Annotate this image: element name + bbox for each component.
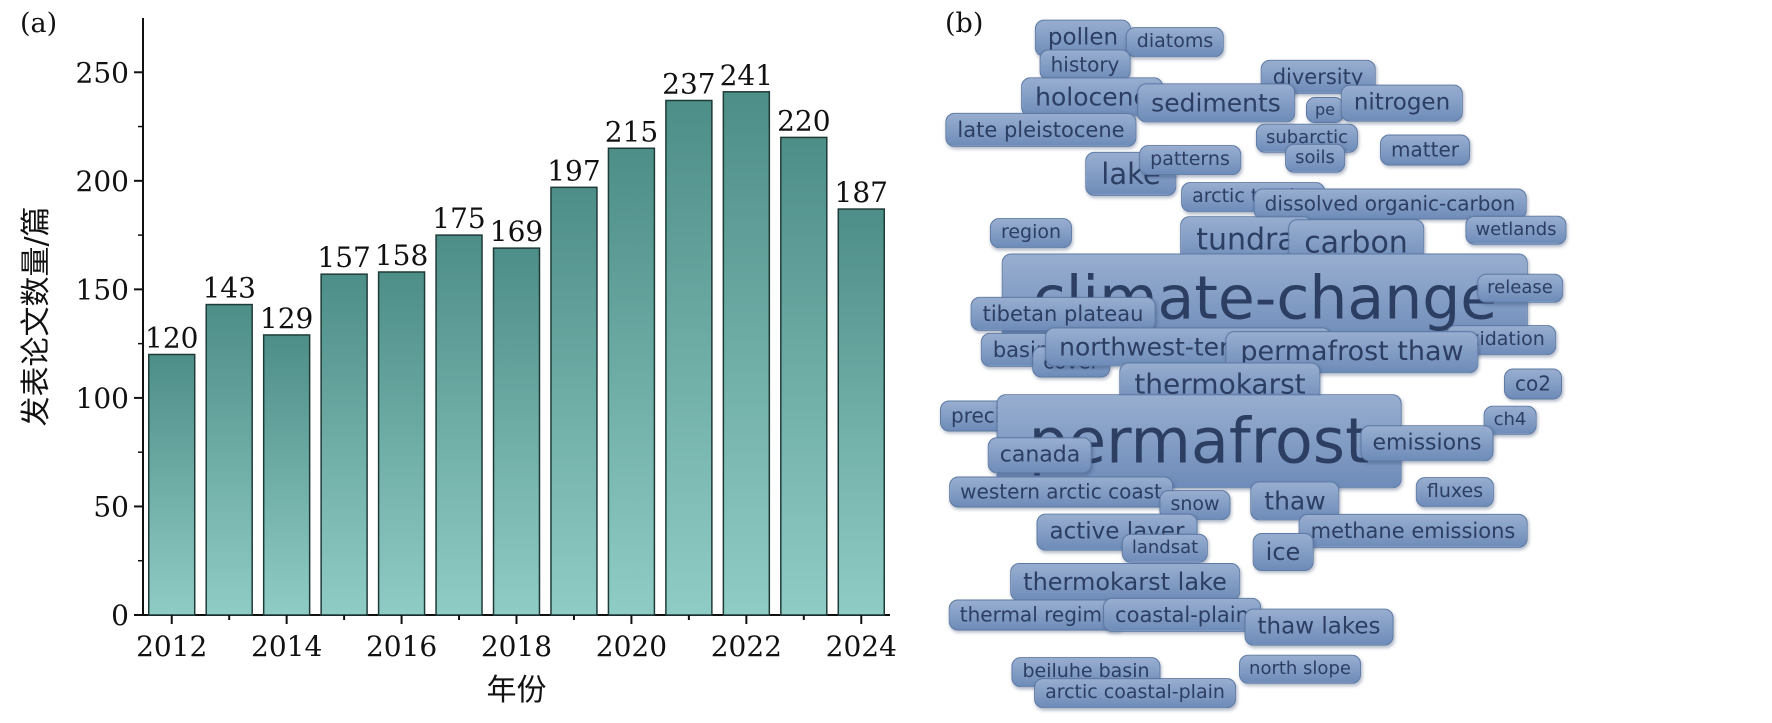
- bar-value-label: 120: [145, 321, 198, 354]
- x-tick-label: 2022: [711, 630, 782, 663]
- x-tick-label: 2020: [596, 630, 667, 663]
- word-cloud-term: western arctic coast: [949, 476, 1173, 508]
- bar-value-label: 169: [490, 215, 543, 248]
- word-cloud-term: wetlands: [1465, 215, 1567, 245]
- bar-value-label: 129: [260, 302, 313, 335]
- word-cloud-term: north slope: [1239, 654, 1361, 684]
- y-axis-title: 发表论文数量/篇: [19, 206, 54, 426]
- word-cloud-term: methane emissions: [1298, 513, 1528, 549]
- bar-value-label: 175: [432, 202, 485, 235]
- bar: [205, 303, 253, 616]
- bar-value-label: 215: [605, 115, 658, 148]
- word-cloud-term: sediments: [1137, 83, 1295, 123]
- word-cloud-term: soils: [1285, 143, 1345, 173]
- x-tick-label: 2016: [366, 630, 437, 663]
- bar: [147, 353, 196, 616]
- panel-label-a: (a): [20, 8, 58, 39]
- word-cloud-term: snow: [1159, 490, 1231, 520]
- word-cloud-term: release: [1477, 273, 1563, 303]
- y-tick-label: 250: [76, 56, 129, 89]
- bar-value-label: 241: [720, 59, 773, 92]
- word-cloud-term: late pleistocene: [945, 112, 1137, 148]
- word-cloud-term: history: [1039, 49, 1131, 81]
- word-cloud-term: matter: [1380, 134, 1470, 166]
- x-tick-label: 2018: [481, 630, 552, 663]
- bar: [262, 334, 311, 616]
- word-cloud-term: fluxes: [1415, 477, 1495, 507]
- word-cloud-term: thaw lakes: [1244, 608, 1394, 646]
- x-axis-title: 年份: [487, 673, 547, 708]
- word-cloud-term: permafrost thaw: [1225, 331, 1479, 373]
- y-tick-label: 200: [76, 165, 129, 198]
- bar-value-label: 187: [835, 176, 888, 209]
- bar: [435, 234, 483, 616]
- x-tick-label: 2012: [136, 630, 207, 663]
- bar: [837, 208, 886, 616]
- bar-value-label: 158: [375, 239, 428, 272]
- bar-value-label: 220: [777, 104, 830, 137]
- y-tick-label: 0: [111, 599, 129, 632]
- word-cloud-term: pe: [1306, 97, 1344, 123]
- word-cloud-term: thermokarst lake: [1010, 563, 1240, 601]
- bar: [320, 273, 368, 616]
- bar: [722, 91, 771, 616]
- word-cloud-term: arctic coastal-plain: [1034, 678, 1236, 708]
- word-cloud-term: canada: [987, 437, 1093, 473]
- y-tick-label: 100: [76, 382, 129, 415]
- y-tick-label: 50: [93, 490, 129, 523]
- word-cloud-term: tibetan plateau: [970, 296, 1156, 332]
- word-cloud-term: coastal-plain: [1103, 597, 1261, 633]
- bar: [665, 99, 713, 616]
- bar: [550, 186, 598, 616]
- panel-b-word-cloud: (b) pollen diatoms history diversity holocen…: [940, 0, 1772, 719]
- word-cloud-term: region: [989, 218, 1073, 248]
- bar-value-label: 197: [547, 154, 600, 187]
- word-cloud-term: thermal regime: [948, 599, 1126, 631]
- word-cloud-term: landsat: [1121, 533, 1209, 563]
- bar: [492, 247, 541, 616]
- bar: [607, 147, 656, 616]
- word-cloud-term: dissolved organic-carbon: [1253, 188, 1527, 220]
- y-tick-label: 150: [76, 273, 129, 306]
- word-cloud-term: ice: [1252, 533, 1314, 571]
- word-cloud-term: emissions: [1360, 425, 1494, 461]
- bar: [780, 136, 828, 616]
- panel-label-b: (b): [945, 8, 984, 39]
- word-cloud-term: patterns: [1139, 145, 1241, 175]
- panel-a-bar-chart: (a) 0 50 100 150 200 250 120 2012 143 129 2014 157 1…: [19, 8, 897, 708]
- bar-value-label: 237: [662, 67, 715, 100]
- word-cloud-term: diatoms: [1125, 27, 1225, 57]
- word-cloud-term: co2: [1504, 368, 1562, 400]
- bar: [377, 271, 426, 616]
- x-tick-label: 2014: [251, 630, 322, 663]
- bar-value-label: 143: [202, 272, 255, 305]
- x-tick-label: 2024: [826, 630, 897, 663]
- bar-value-label: 157: [317, 241, 370, 274]
- word-cloud-term: nitrogen: [1340, 84, 1464, 122]
